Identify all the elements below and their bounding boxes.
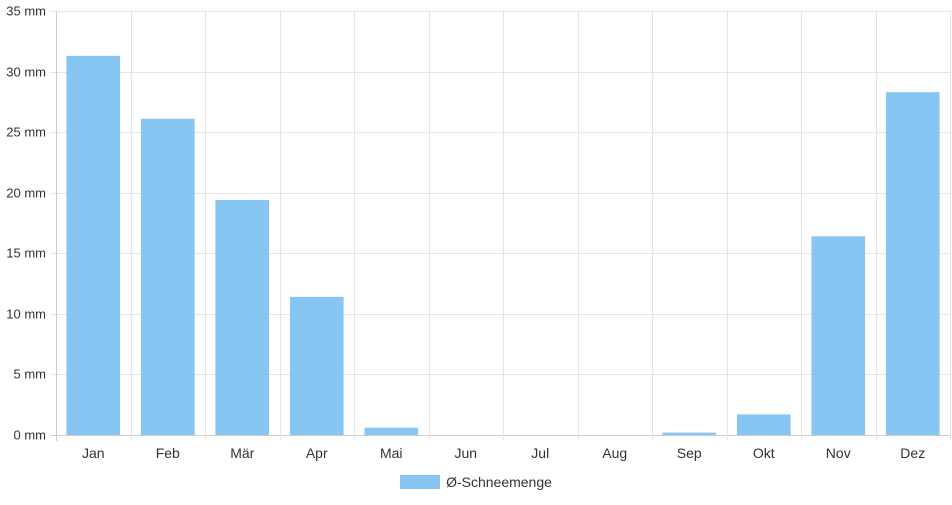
x-tick-label: Jun: [454, 445, 477, 461]
x-tick-label: Nov: [826, 445, 851, 461]
bar-sep[interactable]: [662, 432, 717, 435]
x-tick-label: Mär: [230, 445, 254, 461]
x-tick-label: Aug: [602, 445, 627, 461]
y-axis-ticks: 0 mm 5 mm 10 mm 15 mm 20 mm 25 mm 30 mm 35 mm: [6, 4, 46, 443]
legend-swatch: [400, 475, 441, 489]
x-tick-label: Mai: [380, 445, 403, 461]
bars: [66, 55, 940, 436]
x-tick-label: Feb: [156, 445, 180, 461]
bar-nov[interactable]: [811, 236, 866, 435]
x-tick-label: Jan: [82, 445, 105, 461]
y-tick-label: 15 mm: [6, 246, 46, 261]
bar-okt[interactable]: [736, 414, 791, 435]
legend[interactable]: Ø-Schneemenge: [0, 472, 952, 492]
x-axis-ticks: Jan Feb Mär Apr Mai Jun Jul Aug Sep Okt Nov Dez: [82, 445, 925, 461]
y-tick-label: 5 mm: [14, 367, 47, 382]
x-tick-label: Apr: [306, 445, 328, 461]
bar-mär[interactable]: [215, 199, 270, 435]
x-tick-label: Okt: [753, 445, 775, 461]
x-tick-label: Dez: [900, 445, 925, 461]
grid: [50, 11, 951, 441]
y-tick-label: 30 mm: [6, 65, 46, 80]
x-tick-label: Jul: [531, 445, 549, 461]
y-tick-label: 25 mm: [6, 125, 46, 140]
bar-feb[interactable]: [140, 118, 195, 436]
bar-mai[interactable]: [364, 427, 419, 435]
y-tick-label: 20 mm: [6, 186, 46, 201]
y-tick-label: 35 mm: [6, 4, 46, 19]
bar-jan[interactable]: [66, 55, 121, 436]
x-tick-label: Sep: [677, 445, 702, 461]
legend-label: Ø-Schneemenge: [446, 474, 552, 490]
bar-dez[interactable]: [885, 92, 940, 435]
bar-apr[interactable]: [289, 296, 344, 435]
y-tick-label: 10 mm: [6, 307, 46, 322]
y-tick-label: 0 mm: [14, 428, 47, 443]
